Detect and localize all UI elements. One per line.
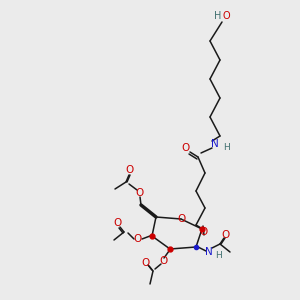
Text: O: O [141,258,149,268]
Text: H: H [214,11,222,21]
Text: O: O [200,227,208,237]
Text: H: H [223,143,230,152]
Text: O: O [114,218,122,228]
Text: O: O [221,230,229,240]
Text: O: O [126,165,134,175]
Text: O: O [135,188,143,198]
Text: O: O [159,256,167,266]
Text: O: O [222,11,230,21]
Text: O: O [177,214,185,224]
Text: N: N [211,139,219,149]
Text: N: N [205,247,213,257]
Polygon shape [140,205,157,218]
Text: O: O [134,234,142,244]
Text: O: O [181,143,189,153]
Text: H: H [214,251,221,260]
